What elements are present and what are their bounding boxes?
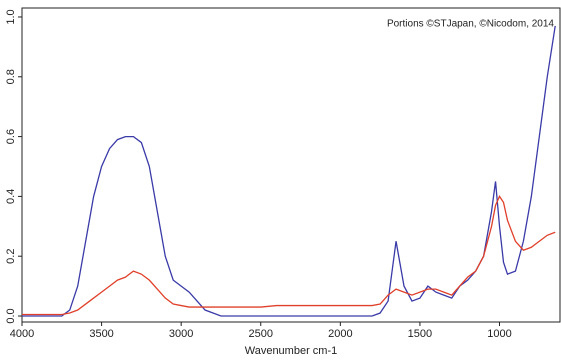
y-tick-label: 0.8: [5, 69, 17, 84]
x-tick-label: 1500: [408, 328, 432, 340]
x-tick-label: 3500: [89, 328, 113, 340]
x-tick-label: 1000: [487, 328, 511, 340]
x-axis-label: Wavenumber cm-1: [245, 345, 338, 357]
y-tick-label: 1.0: [5, 9, 17, 24]
spectrum-line: [22, 195, 556, 316]
annotation: Portions ©STJapan, ©Nicodom, 2014: [387, 19, 554, 30]
x-tick-label: 2500: [249, 328, 273, 340]
x-tick-label: 3000: [169, 328, 193, 340]
x-tick-label: 4000: [10, 328, 34, 340]
y-tick-label: 0.6: [5, 129, 17, 144]
y-tick-label: 0.2: [5, 249, 17, 264]
x-tick-label: 2000: [328, 328, 352, 340]
y-tick-label: 0.4: [5, 189, 17, 204]
plot-frame: [21, 7, 561, 323]
y-tick-label: 0.0: [5, 308, 17, 323]
spectrum-line: [22, 25, 556, 317]
